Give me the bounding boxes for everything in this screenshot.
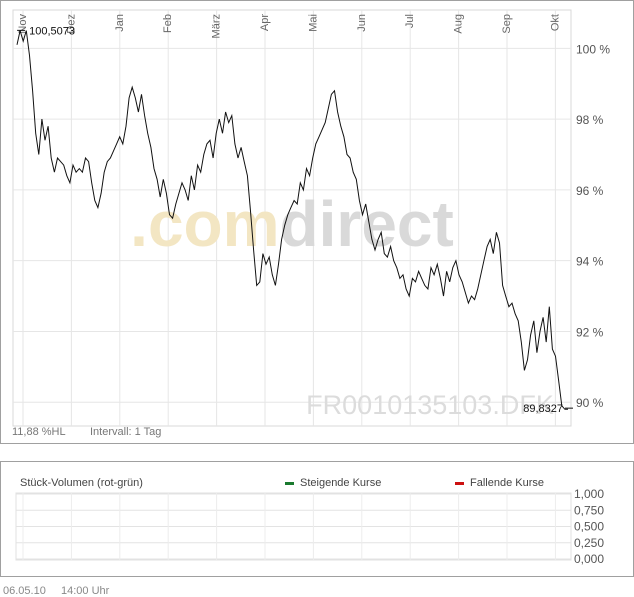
watermark-direct: direct [280, 188, 454, 260]
month-tick-label: Dez [65, 14, 77, 34]
price-y-axis: 90 % 92 % 94 % 96 % 98 % 100 % [576, 42, 610, 410]
price-y-tick-label: 98 % [576, 113, 604, 127]
high-low-label: 11,88 %HL [12, 426, 66, 438]
month-tick-label: Apr [259, 14, 271, 31]
footer-date: 06.05.10 [3, 585, 46, 597]
price-y-tick-label: 92 % [576, 325, 604, 339]
interval-label: Intervall: 1 Tag [90, 426, 161, 438]
price-gridlines [13, 10, 571, 426]
volume-y-tick-label: 0,000 [574, 552, 604, 566]
price-plot-area [12, 9, 572, 427]
volume-title: Stück-Volumen (rot-grün) [20, 477, 143, 489]
volume-y-tick-label: 0,750 [574, 503, 604, 517]
price-annotations: 100,5073 89,8327 [17, 25, 573, 415]
month-tick-label: Mai [307, 14, 319, 32]
month-labels: Nov Dez Jan Feb März Apr Mai Jun Jul Aug Sep Okt [17, 14, 561, 39]
month-tick-label: Jan [114, 14, 126, 32]
month-tick-label: Jun [356, 14, 368, 32]
volume-y-axis: 0,000 0,250 0,500 0,750 1,000 [574, 487, 604, 566]
price-y-tick-label: 94 % [576, 255, 604, 269]
isin-watermark: FR0010135103.DFK [306, 390, 554, 420]
price-y-tick-label: 100 % [576, 42, 610, 56]
comdirect-watermark: .comdirect [130, 188, 454, 260]
month-tick-label: Sep [501, 14, 513, 34]
volume-y-tick-label: 0,500 [574, 520, 604, 534]
volume-y-tick-label: 1,000 [574, 487, 604, 501]
volume-y-tick-label: 0,250 [574, 536, 604, 550]
legend-rising-swatch [285, 482, 294, 485]
volume-gridlines [16, 493, 571, 560]
legend-falling-label: Fallende Kurse [470, 477, 544, 489]
price-series-line [16, 30, 568, 410]
month-tick-label: Jul [404, 14, 416, 28]
legend-rising-label: Steigende Kurse [300, 477, 381, 489]
footer-time: 14:00 Uhr [61, 585, 110, 597]
month-tick-label: Nov [17, 14, 29, 34]
price-y-tick-label: 96 % [576, 184, 604, 198]
price-y-tick-label: 90 % [576, 396, 604, 410]
last-value-label: 89,8327 [523, 403, 563, 415]
max-value-label: 100,5073 [29, 25, 75, 37]
legend-falling-swatch [455, 482, 464, 485]
month-tick-label: Okt [549, 14, 561, 31]
month-tick-label: Feb [162, 14, 174, 33]
watermark-dot-com: .com [130, 188, 279, 260]
month-tick-label: Aug [453, 14, 465, 34]
month-tick-label: März [211, 14, 223, 38]
